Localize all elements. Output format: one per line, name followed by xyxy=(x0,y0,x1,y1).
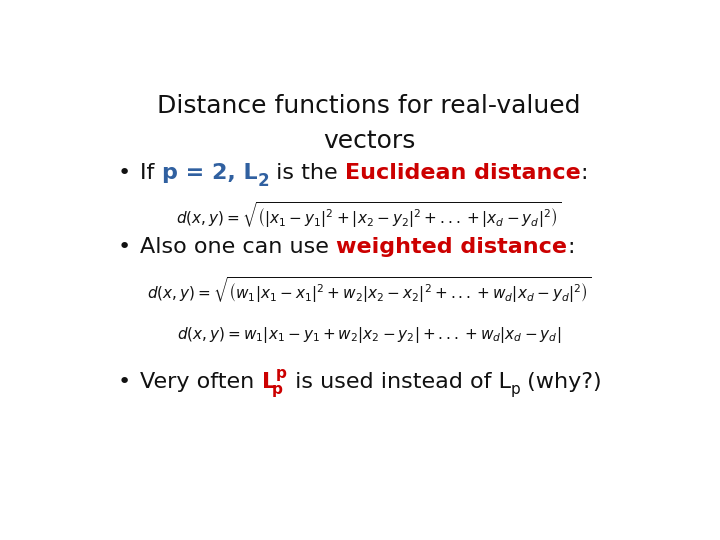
Text: Euclidean distance: Euclidean distance xyxy=(345,163,580,183)
Text: L: L xyxy=(261,373,276,393)
Text: If: If xyxy=(140,163,162,183)
Text: $d(x,y)=\sqrt{\left(|x_1-y_1|^2+|x_2-y_2|^2+...+|x_d-y_d|^2\right)}$: $d(x,y)=\sqrt{\left(|x_1-y_1|^2+|x_2-y_2… xyxy=(176,200,562,230)
Text: Distance functions for real-valued: Distance functions for real-valued xyxy=(157,94,581,118)
Text: Also one can use: Also one can use xyxy=(140,238,336,258)
Text: $d(x,y)=w_1|x_1-y_1+w_2|x_2-y_2|+...+w_d|x_d-y_d|$: $d(x,y)=w_1|x_1-y_1+w_2|x_2-y_2|+...+w_d… xyxy=(177,325,561,345)
Text: is the: is the xyxy=(269,163,345,183)
Text: Very often: Very often xyxy=(140,373,261,393)
Text: is used instead of L: is used instead of L xyxy=(288,373,510,393)
Text: •: • xyxy=(118,163,131,183)
Text: •: • xyxy=(118,373,131,393)
Text: weighted distance: weighted distance xyxy=(336,238,567,258)
Text: vectors: vectors xyxy=(323,129,415,153)
Text: p = 2, L: p = 2, L xyxy=(162,163,257,183)
Text: 2: 2 xyxy=(257,172,269,190)
Text: :: : xyxy=(580,163,588,183)
Text: p: p xyxy=(510,382,521,397)
Text: $d(x,y)=\sqrt{\left(w_1|x_1-x_1|^2+w_2|x_2-x_2|^2+...+w_d|x_d-y_d|^2\right)}$: $d(x,y)=\sqrt{\left(w_1|x_1-x_1|^2+w_2|x… xyxy=(147,275,591,305)
Text: p: p xyxy=(272,382,283,397)
Text: :: : xyxy=(567,238,575,258)
Text: (why?): (why?) xyxy=(521,373,602,393)
Text: •: • xyxy=(118,238,131,258)
Text: p: p xyxy=(276,366,287,381)
